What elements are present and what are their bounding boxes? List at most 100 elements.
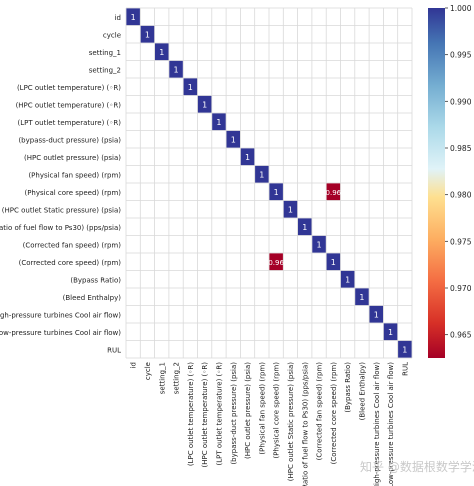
x-tick-label: (LPT outlet temperature) (◦R) [215, 362, 223, 466]
colorbar-tick-label: 0.970 [450, 284, 472, 293]
cell-value-label: 0.96 [268, 259, 284, 267]
heatmap-cell [283, 200, 298, 218]
y-tick-label: (HPC outlet temperature) (◦R) [16, 101, 122, 109]
heatmap-cell [369, 305, 383, 323]
cell-value-label: 1 [288, 205, 293, 214]
x-tick-label: setting_1 [158, 362, 166, 394]
heatmap-cell [226, 130, 240, 148]
y-tick-label: (Low-pressure turbines Cool air flow) [0, 329, 121, 337]
x-tick-label: (HPC outlet temperature) (◦R) [201, 362, 209, 468]
y-tick-label: (Corrected core speed) (rpm) [19, 259, 122, 267]
heatmap-cell [155, 43, 169, 61]
cell-value-label: 1 [374, 310, 379, 319]
cell-value-label: 1 [159, 48, 164, 57]
y-tick-label: cycle [103, 31, 121, 39]
x-tick-label: (Ratio of fuel flow to Ps30) (pps/psia) [301, 362, 309, 486]
heatmap-cell [312, 235, 326, 253]
y-tick-label: id [115, 14, 121, 22]
x-tick-label: (Physical fan speed) (rpm) [258, 362, 266, 455]
cell-value-label: 1 [259, 170, 264, 179]
y-tick-label: (Physical core speed) (rpm) [24, 189, 121, 197]
colorbar-tick-label: 0.975 [450, 237, 472, 246]
cell-value-label: 1 [131, 13, 136, 22]
heatmap-cell [398, 340, 412, 358]
cell-value-label: 1 [302, 223, 307, 232]
y-tick-label: setting_2 [89, 66, 121, 74]
y-tick-label: RUL [107, 346, 121, 354]
cell-value-label: 0.96 [326, 189, 342, 197]
cell-value-label: 1 [216, 118, 221, 127]
colorbar-gradient [428, 8, 445, 358]
heatmap-cell [212, 113, 226, 131]
x-tick-label: (High-pressure turbines Cool air flow) [373, 362, 381, 486]
cell-value-label: 1 [331, 258, 336, 267]
y-tick-label: setting_1 [89, 49, 121, 57]
heatmap-grid [125, 7, 413, 359]
heatmap-cell [240, 148, 255, 166]
x-tick-label: cycle [144, 362, 152, 380]
cell-value-label: 1 [202, 100, 207, 109]
heatmap-cell [183, 78, 198, 96]
cell-value-label: 1 [402, 345, 407, 354]
cell-value-label: 1 [174, 65, 179, 74]
x-tick-label: (HPC outlet pressure) (psia) [244, 362, 252, 459]
y-tick-label: (HPC outlet pressure) (psia) [24, 154, 121, 162]
y-tick-label: (LPC outlet temperature) (◦R) [17, 84, 121, 92]
cell-value-label: 1 [388, 328, 393, 337]
colorbar-tick-label: 0.995 [450, 51, 472, 60]
heatmap-cell [326, 253, 341, 271]
cell-value-label: 1 [345, 275, 350, 284]
heatmap-cell [255, 165, 269, 183]
x-axis-labels: id cycle setting_1 setting_2 (LPC outlet tem… [130, 362, 410, 486]
y-tick-label: (Bleed Enthalpy) [63, 294, 122, 302]
cell-value-label: 1 [145, 30, 150, 39]
y-axis-labels: id cycle setting_1 setting_2 (LPC outlet tem… [0, 14, 121, 355]
y-tick-label: (High-pressure turbines Cool air flow) [0, 311, 121, 319]
colorbar-tick-label: 0.985 [450, 144, 472, 153]
heatmap-cell [269, 183, 283, 201]
y-tick-label: (Physical fan speed) (rpm) [28, 171, 121, 179]
heatmap-cell [326, 183, 341, 201]
x-tick-label: (Corrected core speed) (rpm) [330, 362, 338, 465]
y-tick-label: (Bypass Ratio) [70, 276, 121, 284]
x-tick-label: (bypass-duct pressure) (psia) [230, 362, 238, 465]
x-tick-label: (Low-pressure turbines Cool air flow) [387, 362, 395, 486]
cell-value-label: 1 [245, 153, 250, 162]
colorbar-tick-label: 1.000 [450, 4, 472, 13]
y-tick-label: (LPT outlet temperature) (◦R) [18, 119, 122, 127]
heatmap-cell [383, 323, 398, 341]
x-tick-label: setting_2 [173, 362, 181, 394]
heatmap-cell [340, 270, 355, 288]
heatmap-cell [298, 218, 312, 236]
heatmap-cell [355, 288, 369, 306]
watermark-text: 知乎 @数据根数学学派 [360, 460, 474, 474]
x-tick-label: id [130, 362, 138, 368]
heatmap-cell [197, 95, 212, 113]
colorbar-tick-label: 0.980 [450, 191, 472, 200]
x-tick-label: (LPC outlet temperature) (◦R) [187, 362, 195, 466]
x-tick-label: (Bleed Enthalpy) [358, 362, 366, 421]
x-tick-label: (Bypass Ratio) [344, 362, 352, 413]
y-tick-label: (Ratio of fuel flow to Ps30) (pps/psia) [0, 224, 121, 232]
x-tick-label: (Physical core speed) (rpm) [273, 362, 281, 459]
colorbar-tick-label: 0.965 [450, 331, 472, 340]
x-tick-label: RUL [401, 362, 409, 376]
colorbar: 1.000 0.995 0.990 0.985 0.980 0.975 0.970 0.965 [428, 4, 472, 358]
heatmap-cell [140, 25, 155, 43]
x-tick-label: (Corrected fan speed) (rpm) [316, 362, 324, 461]
cell-value-label: 1 [231, 135, 236, 144]
cell-value-label: 1 [317, 240, 322, 249]
x-tick-label: (HPC outlet Static pressure) (psia) [287, 362, 295, 482]
cell-value-label: 1 [359, 293, 364, 302]
y-tick-label: (HPC outlet Static pressure) (psia) [2, 206, 122, 214]
heatmap-cell [126, 8, 140, 26]
heatmap-cell [269, 253, 283, 271]
y-tick-label: (bypass-duct pressure) (psia) [18, 136, 121, 144]
y-tick-label: (Corrected fan speed) (rpm) [23, 241, 122, 249]
cell-value-label: 1 [188, 83, 193, 92]
colorbar-tick-label: 0.990 [450, 97, 472, 106]
cell-value-label: 1 [274, 188, 279, 197]
heatmap-cell [169, 60, 183, 78]
